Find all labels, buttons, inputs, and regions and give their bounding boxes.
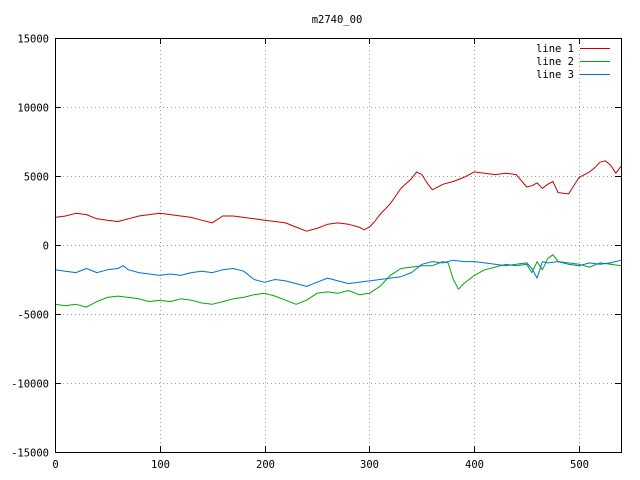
x-tick-label: 200 <box>256 459 275 471</box>
series-lines <box>54 160 622 308</box>
x-tick-label: 0 <box>52 459 58 471</box>
grid-lines <box>55 38 621 452</box>
y-tick-label: -10000 <box>11 379 49 391</box>
series-line-2 <box>54 254 622 308</box>
y-tick-label: 15000 <box>17 34 49 46</box>
x-tick-label: 300 <box>360 459 379 471</box>
y-tick-label: -15000 <box>11 448 49 460</box>
y-tick-label: 5000 <box>24 172 49 184</box>
series-line-3 <box>54 259 622 287</box>
x-tick-label: 500 <box>570 459 589 471</box>
x-axis-ticks: 0 100 200 300 400 500 <box>52 38 589 471</box>
y-tick-label: 0 <box>43 241 49 253</box>
chart-title: m2740_00 <box>312 14 363 26</box>
legend-label: line 2 <box>536 56 574 68</box>
legend-label: line 1 <box>536 43 574 55</box>
y-tick-label: -5000 <box>17 310 49 322</box>
legend-label: line 3 <box>536 69 574 81</box>
plot-frame <box>55 38 622 453</box>
y-axis-ticks: 15000 10000 5000 0 -5000 -10000 -15000 <box>11 34 621 460</box>
x-tick-label: 400 <box>465 459 484 471</box>
x-tick-label: 100 <box>151 459 170 471</box>
y-tick-label: 10000 <box>17 103 49 115</box>
series-line-1 <box>54 160 622 232</box>
